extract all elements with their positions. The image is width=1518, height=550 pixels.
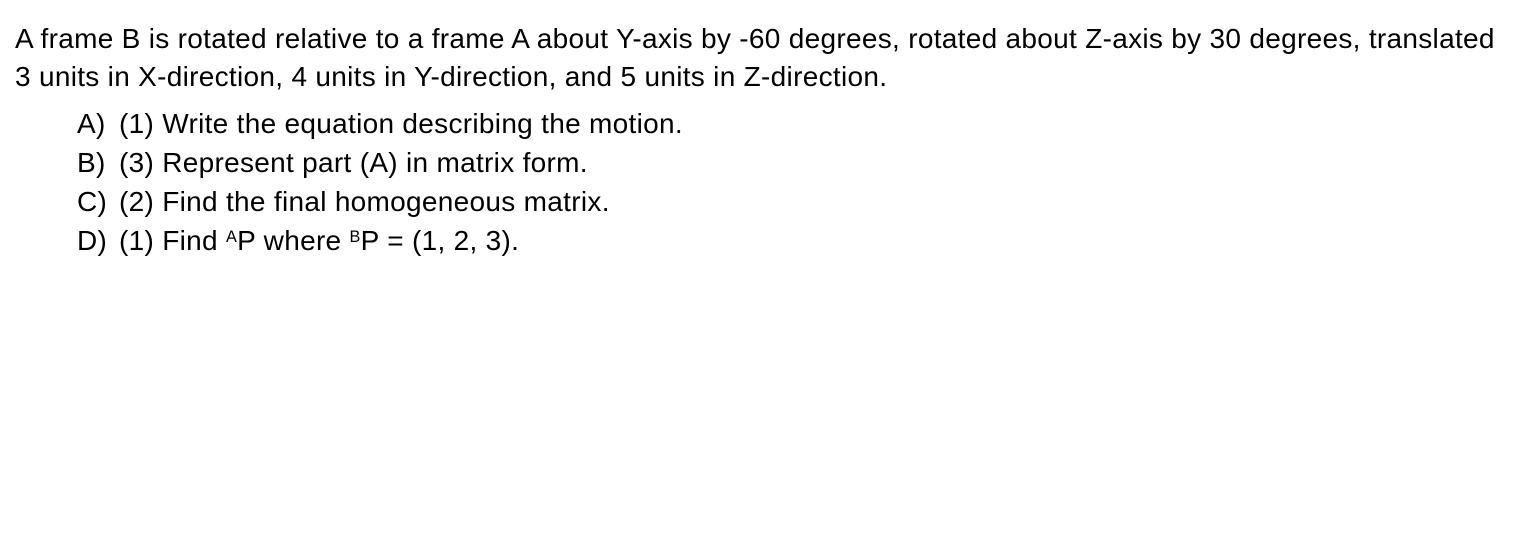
eq-text: = (1, 2, 3). (379, 225, 519, 256)
part-points: (3) (119, 147, 154, 178)
part-item-b: B) (3) Represent part (A) in matrix form… (77, 143, 1503, 182)
part-points: (1) (119, 225, 154, 256)
problem-statement: A frame B is rotated relative to a frame… (15, 20, 1503, 96)
parts-list: A) (1) Write the equation describing the… (15, 104, 1503, 261)
part-item-c: C) (2) Find the final homogeneous matrix… (77, 182, 1503, 221)
mid-text: where (256, 225, 350, 256)
superscript-a: A (226, 228, 237, 246)
part-text: (2) Find the final homogeneous matrix. (119, 182, 610, 221)
part-points: (2) (119, 186, 154, 217)
part-label: A) (77, 104, 119, 143)
part-text: (3) Represent part (A) in matrix form. (119, 143, 588, 182)
symbol-p1: P (237, 225, 255, 256)
part-item-d: D) (1) Find AP where BP = (1, 2, 3). (77, 221, 1503, 260)
part-text: (1) Find AP where BP = (1, 2, 3). (119, 221, 519, 260)
part-label: C) (77, 182, 119, 221)
part-item-a: A) (1) Write the equation describing the… (77, 104, 1503, 143)
part-description: Find the final homogeneous matrix. (162, 186, 610, 217)
part-label: D) (77, 221, 119, 260)
superscript-b: B (350, 228, 361, 246)
symbol-p2: P (361, 225, 379, 256)
part-points: (1) (119, 108, 154, 139)
part-label: B) (77, 143, 119, 182)
part-description: Represent part (A) in matrix form. (162, 147, 588, 178)
part-description: Write the equation describing the motion… (162, 108, 683, 139)
find-word: Find (162, 225, 226, 256)
part-text: (1) Write the equation describing the mo… (119, 104, 683, 143)
